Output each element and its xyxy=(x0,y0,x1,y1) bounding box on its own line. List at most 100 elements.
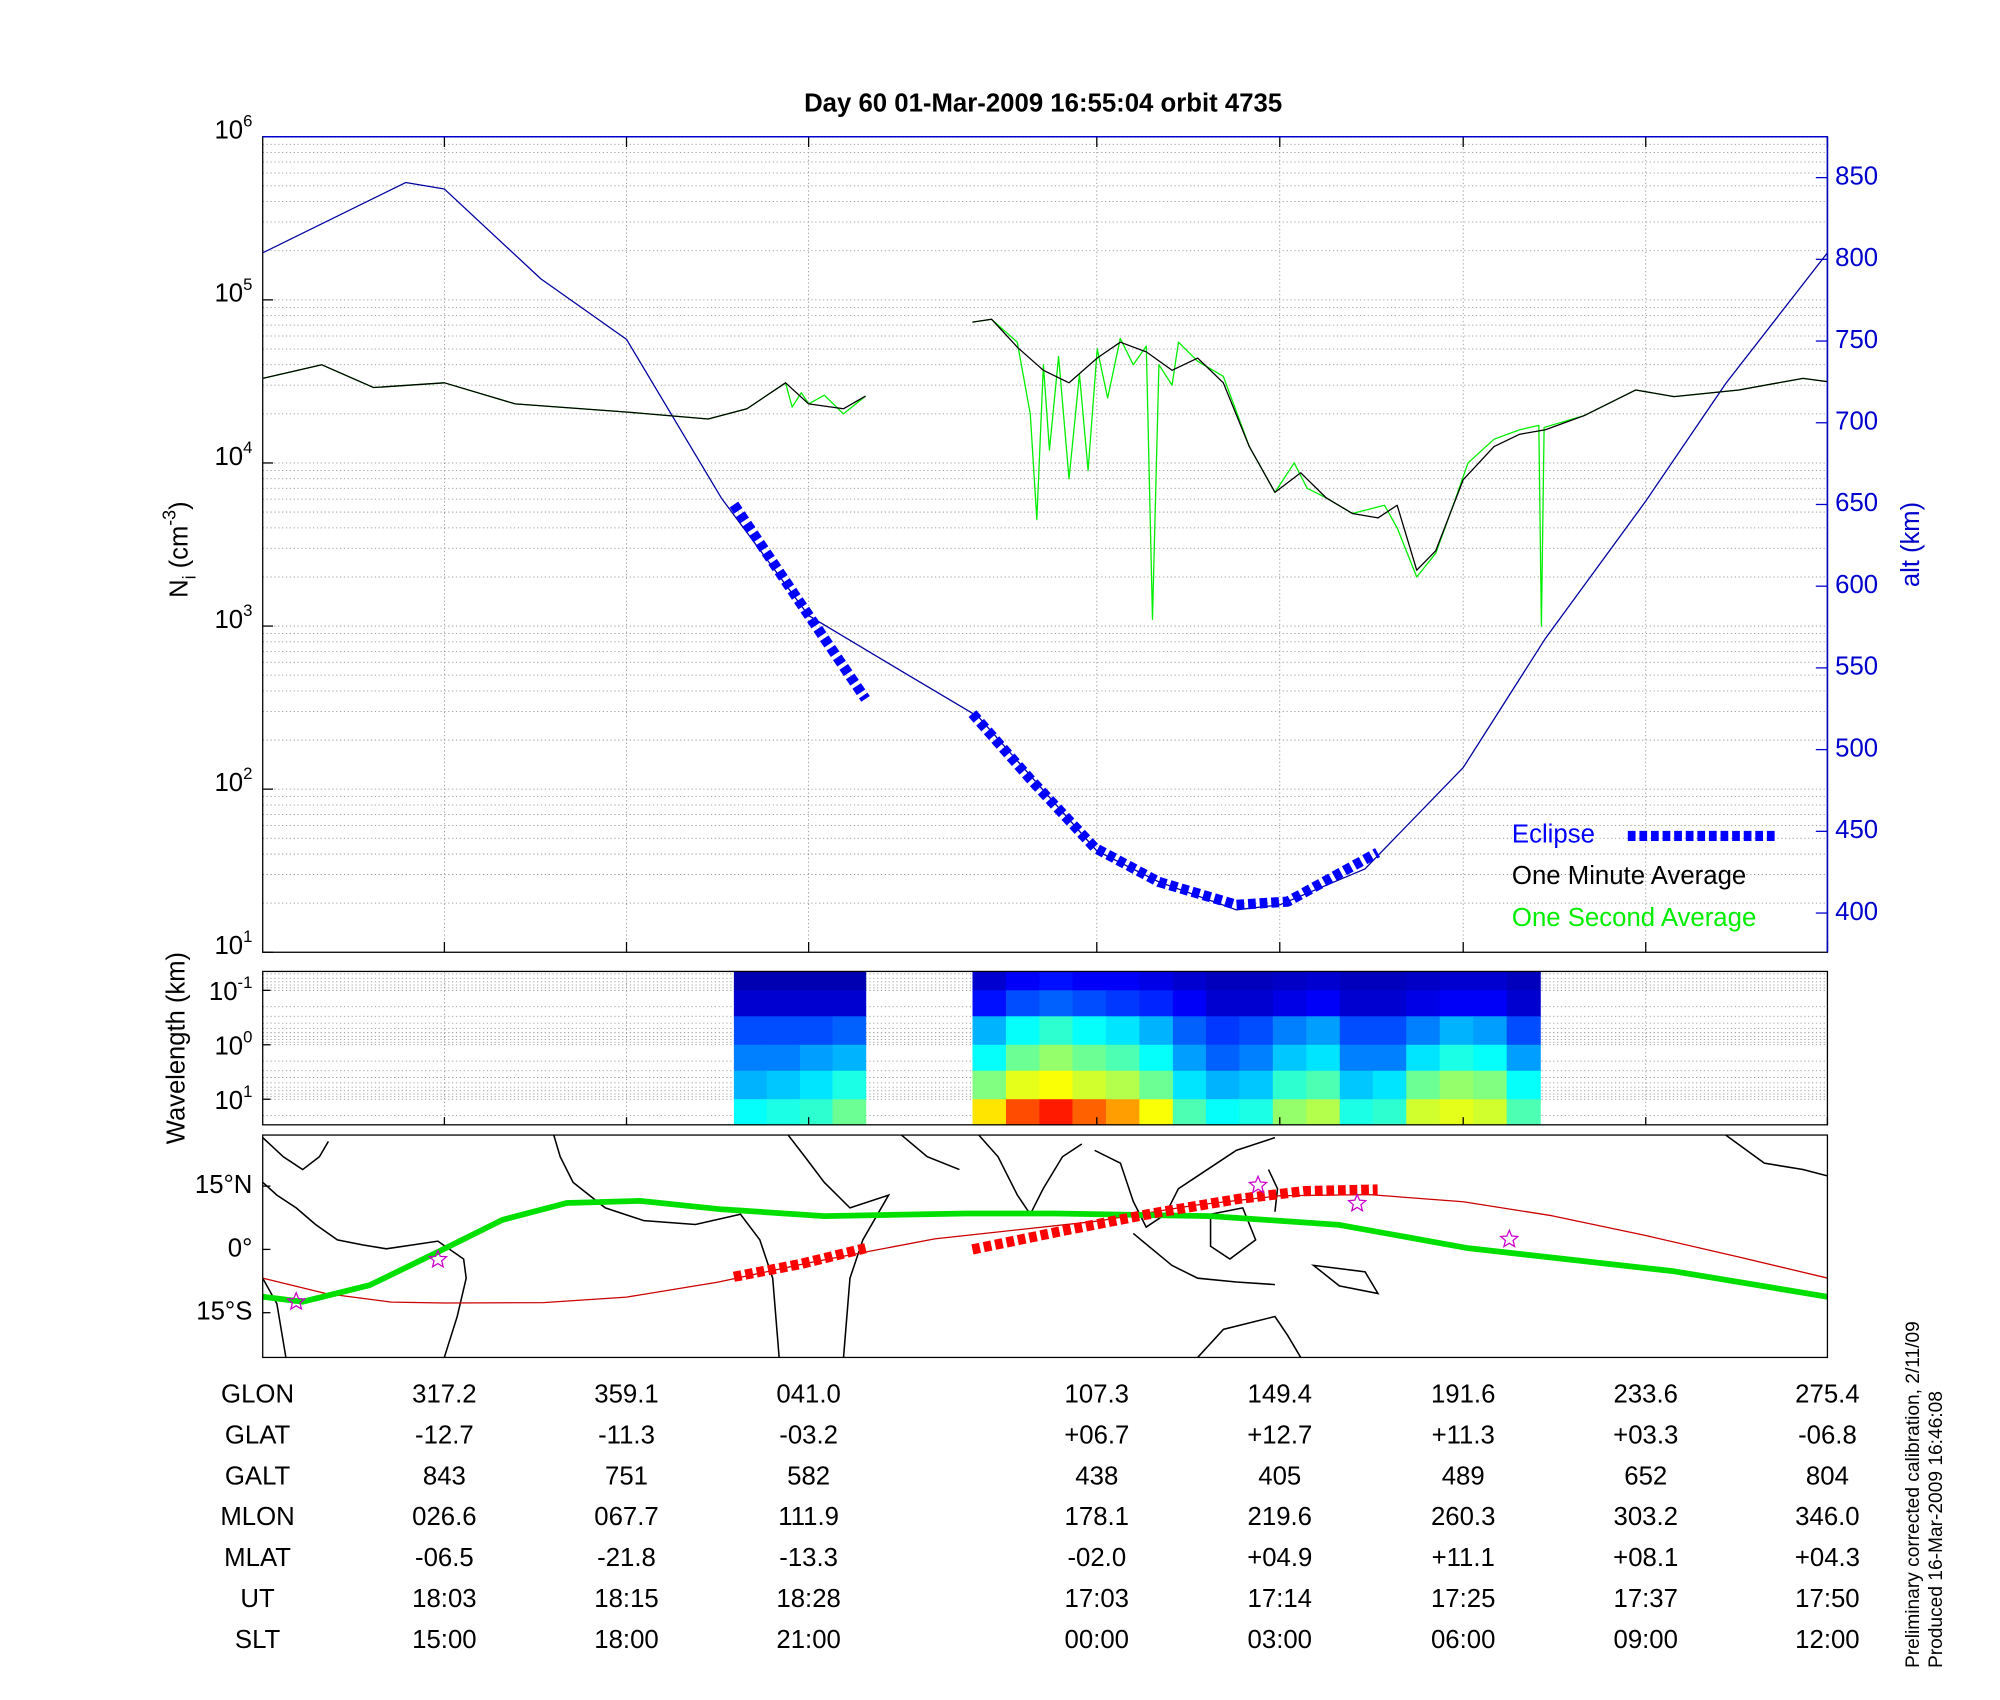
heatmap-cell xyxy=(1306,1099,1341,1126)
coastline xyxy=(262,1181,467,1358)
y2-tick-label: 400 xyxy=(1835,898,1878,926)
heatmap-cell xyxy=(1339,1070,1374,1100)
table-cell: +12.7 xyxy=(1247,1422,1312,1450)
heatmap-cell xyxy=(1005,1044,1041,1072)
heatmap-cell xyxy=(1473,971,1508,991)
table-cell: 18:15 xyxy=(594,1585,658,1613)
table-cell: +08.1 xyxy=(1613,1544,1678,1572)
heatmap-cell xyxy=(1439,1070,1474,1100)
table-cell: -06.8 xyxy=(1798,1422,1857,1450)
heatmap-cell xyxy=(1005,1016,1041,1046)
coastline xyxy=(262,1277,287,1358)
heatmap-cell xyxy=(1039,1099,1074,1126)
table-cell: 21:00 xyxy=(776,1626,840,1654)
heatmap-cell xyxy=(1205,1070,1241,1100)
coastline xyxy=(553,1135,780,1358)
heatmap-cell xyxy=(1105,990,1141,1017)
table-cell: 303.2 xyxy=(1614,1503,1678,1531)
y-tick-label: 101 xyxy=(214,1082,252,1115)
tick-exponent: 6 xyxy=(243,112,252,131)
heatmap-cell xyxy=(1372,990,1407,1017)
star-marker xyxy=(1247,1174,1269,1194)
heatmap-cell xyxy=(766,990,801,1017)
tick-exponent: 1 xyxy=(243,1082,252,1101)
coastline xyxy=(1132,1232,1276,1286)
heatmap-cell xyxy=(1272,971,1307,991)
coastline xyxy=(1725,1135,1828,1177)
table-cell: 178.1 xyxy=(1065,1503,1129,1531)
row-label: GALT xyxy=(225,1462,291,1490)
row-label: GLON xyxy=(221,1381,294,1409)
heatmap-cell xyxy=(1072,1016,1107,1046)
table-cell: -11.3 xyxy=(598,1422,655,1450)
heatmap-cell xyxy=(1272,1016,1307,1046)
star-marker xyxy=(1499,1228,1520,1248)
coastline xyxy=(787,1135,891,1358)
tick-exponent: 0 xyxy=(243,1027,252,1046)
table-cell: 107.3 xyxy=(1065,1381,1129,1409)
table-cell: 149.4 xyxy=(1248,1381,1312,1409)
table-cell: 067.7 xyxy=(594,1503,658,1531)
heatmap-cell xyxy=(1039,1070,1074,1100)
heatmap-cell xyxy=(733,1044,768,1072)
y2-tick-label: 450 xyxy=(1835,816,1878,844)
table-cell: 17:14 xyxy=(1248,1585,1312,1613)
tick-base: 10 xyxy=(214,1032,243,1060)
tick-base: 0° xyxy=(228,1234,253,1262)
heatmap-cell xyxy=(1172,971,1207,991)
heatmap-cell xyxy=(832,971,867,991)
heatmap-cell xyxy=(972,1070,1007,1100)
heatmap-cell xyxy=(733,971,768,991)
heatmap-cell xyxy=(1072,1044,1107,1072)
heatmap-cell xyxy=(1372,1070,1407,1100)
series-layer xyxy=(262,181,1828,911)
table-cell: 489 xyxy=(1442,1462,1485,1490)
tick-exponent: -1 xyxy=(238,973,253,992)
eclipse-line xyxy=(729,501,1381,910)
table-cell: -21.8 xyxy=(597,1544,656,1572)
heatmap-cell xyxy=(799,971,834,991)
heatmap-cell xyxy=(1306,1044,1341,1072)
heatmap-cell xyxy=(1039,971,1074,991)
table-cell: 18:28 xyxy=(776,1585,840,1613)
heatmap-cell xyxy=(1339,971,1374,991)
y2-axis-label: alt (km) xyxy=(1897,502,1925,587)
table-cell: +06.7 xyxy=(1064,1422,1129,1450)
heatmap-cell xyxy=(799,1099,834,1126)
heatmap-cell xyxy=(1406,1044,1441,1072)
heatmap-cell xyxy=(1205,1044,1241,1072)
heatmap-cell xyxy=(1139,1016,1174,1046)
footnote: Produced 16-Mar-2009 16:46:08 xyxy=(1926,1391,1947,1668)
heatmap-cell xyxy=(1139,1099,1174,1126)
table-cell: 751 xyxy=(605,1462,648,1490)
star-marker xyxy=(1347,1192,1368,1213)
tick-exponent: 2 xyxy=(243,764,252,783)
coastline xyxy=(1310,1264,1380,1295)
tick-base: 10 xyxy=(214,1087,243,1115)
heatmap-cell xyxy=(1139,1044,1174,1072)
heatmap-cell xyxy=(1139,1070,1174,1100)
heatmap-cell xyxy=(1406,971,1441,991)
y-tick-label: 101 xyxy=(214,927,252,960)
heatmap-cell xyxy=(766,1016,801,1046)
heatmap-cell xyxy=(1239,971,1274,991)
heatmap-cell xyxy=(1439,1099,1474,1126)
heatmap-cell xyxy=(1506,990,1541,1017)
heatmap-cell xyxy=(1172,990,1207,1017)
heatmap-cell xyxy=(1239,990,1274,1017)
coastline xyxy=(1209,1207,1257,1260)
heatmap-cell xyxy=(972,1016,1007,1046)
star-marker xyxy=(427,1248,449,1269)
heatmap-cell xyxy=(1372,1044,1407,1072)
map-layer xyxy=(262,1174,1828,1311)
table-cell: +11.3 xyxy=(1432,1422,1495,1450)
heatmap-cell xyxy=(1105,1044,1141,1072)
tick-base: 10 xyxy=(214,116,243,144)
table-cell: 260.3 xyxy=(1431,1503,1495,1531)
track-line xyxy=(262,1193,1828,1304)
row-label: SLT xyxy=(235,1626,281,1654)
legend-label: One Second Average xyxy=(1512,904,1756,932)
track-line xyxy=(732,1184,1378,1282)
heatmap-cell xyxy=(1205,1099,1241,1126)
heatmap-cell xyxy=(1072,990,1107,1017)
